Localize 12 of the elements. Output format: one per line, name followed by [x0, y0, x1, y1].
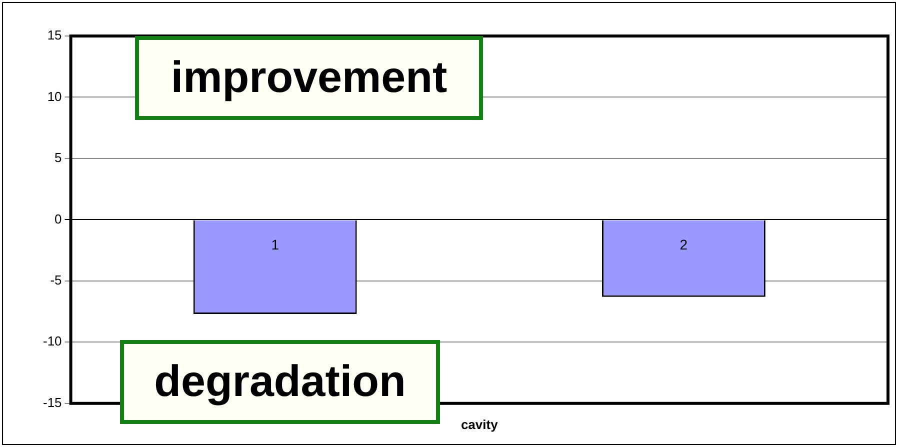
- y-tick-label: -15: [42, 394, 62, 410]
- y-tick-label: 0: [54, 211, 62, 226]
- x-tick-label: 2: [680, 236, 688, 253]
- y-tick-label: 15: [47, 28, 62, 43]
- annotation: improvement: [135, 36, 483, 120]
- x-tick-label: 1: [271, 236, 280, 253]
- annotation: degradation: [120, 340, 440, 424]
- y-tick-label: 10: [47, 88, 62, 104]
- x-axis-title: cavity: [460, 416, 499, 432]
- y-tick-label: 5: [54, 150, 62, 166]
- y-tick-label: -10: [42, 334, 62, 349]
- y-tick-label: -5: [50, 272, 62, 288]
